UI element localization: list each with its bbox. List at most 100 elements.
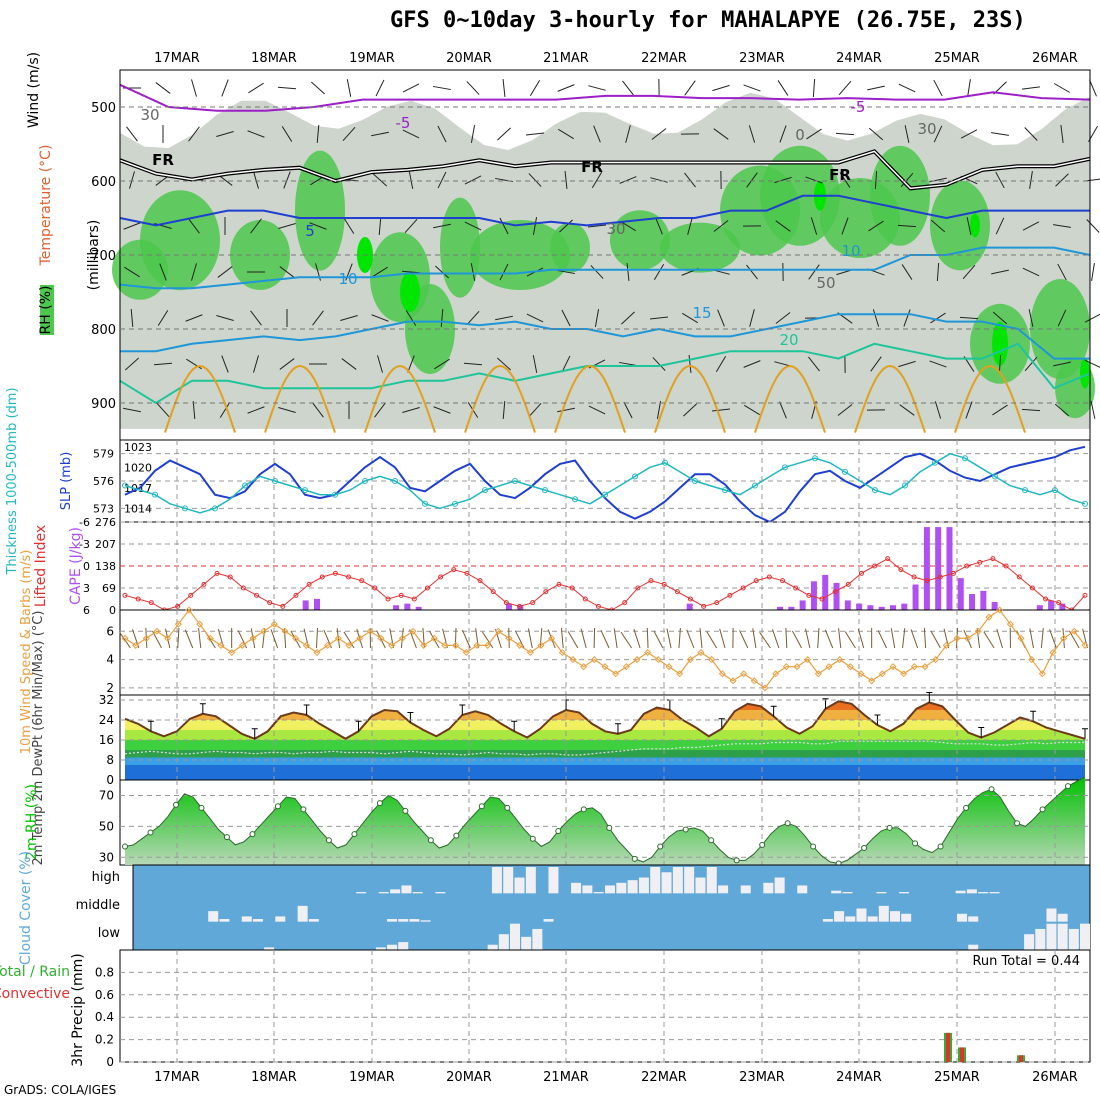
wind-barb — [278, 223, 296, 229]
wind-barb — [221, 355, 229, 373]
wind-speed-marker — [537, 641, 545, 649]
contour-label: -5 — [851, 98, 866, 116]
cloud-bar — [593, 892, 604, 894]
upper-air-panel — [112, 69, 1100, 441]
cloud-bar — [401, 885, 412, 894]
wind-barb — [874, 170, 878, 190]
wind-barb — [153, 362, 173, 366]
wind-tick-label: 6 — [106, 624, 114, 638]
wind-barb — [594, 309, 600, 327]
temp-band — [125, 765, 1085, 780]
lifted-index-marker — [556, 581, 562, 587]
wind-barb — [593, 125, 601, 143]
wind-barb — [653, 630, 664, 649]
wind-speed-marker — [1017, 634, 1025, 642]
wind-speed-marker — [900, 670, 908, 678]
cape-bar — [415, 606, 422, 610]
temp-tick-label: 32 — [99, 693, 114, 707]
slp-axis-label: SLP (mb) — [59, 452, 74, 511]
precip-tick-label: 0.6 — [95, 988, 114, 1002]
pressure-tick-label: 500 — [91, 101, 116, 116]
wind-barb — [625, 125, 631, 143]
wind-speed-marker — [868, 677, 876, 685]
rh-bright-region — [1080, 358, 1090, 389]
wind-speed-marker — [228, 648, 236, 657]
rh-gray-region — [120, 92, 1090, 429]
wind-speed-marker — [484, 641, 492, 649]
wind-barb — [124, 357, 140, 371]
thickness-marker — [182, 505, 188, 512]
wind-barb — [966, 217, 972, 235]
contour-label: FR — [829, 166, 851, 184]
wind-barb — [872, 309, 880, 327]
wind-speed-marker — [281, 627, 289, 635]
wind-barb — [433, 406, 451, 414]
wind-speed-marker — [1006, 620, 1014, 628]
wind-barb — [1024, 127, 1038, 141]
thickness-marker — [302, 487, 308, 494]
cloud-bar — [856, 908, 867, 922]
cloud-bar — [740, 885, 751, 894]
contour-label: FR — [581, 158, 603, 176]
wind-axis-label: Wind (m/s) — [26, 52, 42, 128]
wind-barb — [157, 310, 169, 326]
cloud-bar — [398, 919, 409, 922]
precip-tick-label: 0.4 — [95, 1010, 114, 1024]
thickness-marker — [1022, 487, 1028, 494]
temp-line — [124, 700, 1086, 740]
wind-barb — [868, 220, 884, 232]
lifted-index-marker — [582, 596, 588, 602]
isotherm-line — [119, 246, 1091, 290]
date-label-top: 19MAR — [349, 51, 395, 66]
wind-barb — [805, 628, 811, 649]
cape-axis-label: CAPE (J/kg) — [68, 527, 84, 605]
wind-barb — [706, 631, 718, 649]
wind-barb — [1090, 401, 1096, 419]
wind-speed-marker — [878, 670, 886, 678]
wind-barb — [497, 127, 511, 141]
cloud-bar — [845, 916, 856, 922]
slp-panel-frame — [119, 439, 1091, 523]
lifted-index-marker — [937, 574, 943, 580]
wind-barb — [903, 309, 911, 327]
wind-barb — [898, 360, 916, 368]
wind-barb — [253, 355, 259, 373]
wind-barb — [992, 311, 1008, 325]
lifted-index-marker — [517, 603, 523, 609]
thickness-marker — [1052, 487, 1058, 494]
wind-barb — [470, 125, 476, 143]
wind-barb — [810, 217, 818, 235]
thickness-tick-label: 579 — [93, 448, 114, 461]
lifted-index-marker — [1029, 585, 1035, 591]
thickness-marker — [1082, 500, 1088, 507]
wind-barb — [378, 216, 382, 236]
cape-bar — [810, 581, 817, 610]
wind-speed-marker — [889, 663, 897, 671]
wind-barb — [688, 354, 692, 374]
cape-bar — [923, 527, 930, 610]
wind-speed-marker — [644, 648, 652, 657]
wind-barb — [405, 310, 417, 326]
wind-barb — [1053, 224, 1071, 228]
wind-barb — [188, 218, 200, 234]
wind-barb — [440, 308, 444, 328]
wind-barb — [558, 128, 574, 140]
date-label-bottom: 24MAR — [836, 1070, 882, 1085]
lifted-index-marker — [885, 556, 891, 562]
wind-speed-marker — [782, 663, 790, 671]
cape-bar — [1048, 600, 1055, 610]
contour-label: -5 — [396, 114, 411, 132]
lifted-index-marker — [175, 603, 181, 609]
wind-speed-marker — [910, 663, 918, 671]
wind-barb — [930, 312, 946, 324]
thickness-marker — [662, 459, 668, 466]
wind-speed-marker — [654, 656, 662, 664]
lifted-index-marker — [753, 578, 759, 584]
thickness-marker — [812, 455, 818, 462]
date-label-bottom: 19MAR — [349, 1070, 395, 1085]
wind-barb — [185, 314, 203, 322]
wind-barb — [496, 357, 512, 371]
lifted-index-marker — [780, 578, 786, 584]
wind-barb — [529, 80, 541, 96]
